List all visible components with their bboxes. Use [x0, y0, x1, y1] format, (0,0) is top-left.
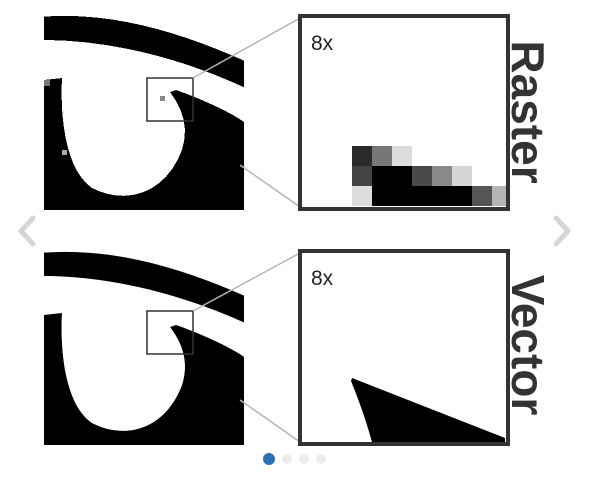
- vector-zoom-label: 8x: [311, 267, 334, 290]
- carousel-dot-2[interactable]: [282, 454, 292, 464]
- chevron-left-icon: [18, 215, 36, 247]
- raster-source-image: [44, 15, 244, 210]
- carousel-next-button[interactable]: [547, 213, 577, 249]
- raster-vs-vector-illustration: 8x Raster 8x Vector: [44, 14, 554, 446]
- carousel-dot-3[interactable]: [299, 454, 309, 464]
- vector-source-image: [44, 250, 244, 445]
- raster-zoom-label: 8x: [311, 32, 334, 55]
- carousel-dot-1[interactable]: [263, 453, 275, 465]
- vector-zoom-view: 8x: [298, 249, 510, 446]
- raster-zoom-view: 8x: [298, 14, 510, 211]
- vector-side-label: Vector: [502, 275, 554, 416]
- vector-zoom-region: [146, 310, 194, 355]
- chevron-right-icon: [553, 215, 571, 247]
- raster-side-label: Raster: [502, 40, 554, 183]
- carousel-dot-4[interactable]: [316, 454, 326, 464]
- carousel-prev-button[interactable]: [12, 213, 42, 249]
- raster-zoom-region: [146, 77, 194, 122]
- carousel-pagination: [0, 452, 589, 466]
- carousel-slide: 8x Raster 8x Vector: [44, 14, 554, 446]
